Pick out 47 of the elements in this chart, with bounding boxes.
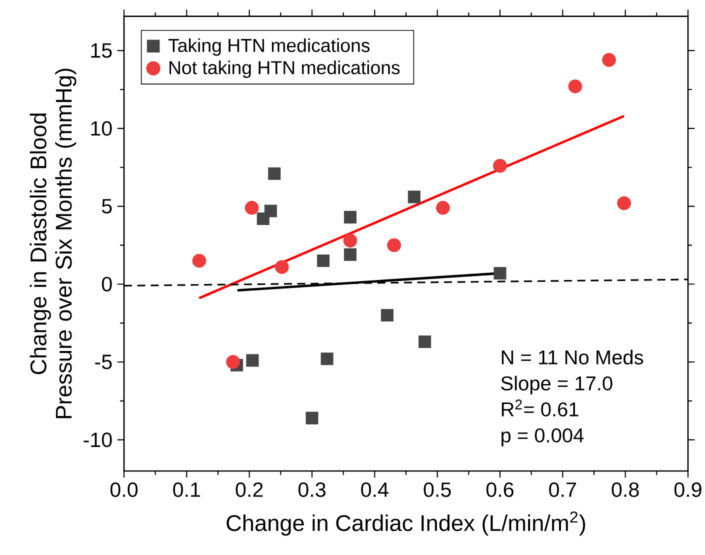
point	[343, 234, 358, 248]
point	[268, 167, 281, 180]
point	[568, 79, 582, 94]
y-axis-title: Change in Diastolic Blood Pressure over Six Months (mmHg)	[30, 68, 76, 418]
point	[246, 354, 259, 367]
point	[226, 355, 240, 369]
legend-label: Not taking HTN medications	[170, 60, 400, 78]
point	[192, 254, 206, 268]
point	[320, 352, 334, 366]
point	[494, 266, 506, 280]
annotation: N = 11 No Meds	[502, 350, 644, 364]
x-tick-label: 0.3	[298, 482, 326, 498]
point	[306, 412, 318, 424]
point	[602, 52, 616, 67]
legend-label: Taking HTN medications	[168, 38, 370, 56]
point	[344, 248, 356, 261]
y-tick-label: 15	[91, 43, 112, 58]
y-tick-label: -5	[95, 354, 112, 370]
point	[344, 210, 356, 224]
point	[256, 212, 270, 226]
point	[387, 238, 402, 252]
x-tick-label: 0.0	[110, 482, 138, 498]
annotation: R$^{2}$= 0.61	[502, 400, 578, 416]
y-tick-label: -10	[84, 432, 112, 448]
x-tick-label: 0.9	[674, 482, 702, 498]
x-tick-label: 0.6	[486, 482, 514, 498]
annotation: Slope = 17.0	[501, 376, 612, 394]
point	[617, 196, 632, 210]
annotation: p = 0.004	[502, 428, 584, 446]
point	[274, 260, 289, 274]
point	[380, 309, 394, 322]
x-tick-label: 0.8	[612, 482, 639, 498]
x-tick-label: 0.2	[236, 482, 263, 498]
y-tick-label: 5	[102, 199, 112, 214]
x-axis-title: Change in Cardiac Index (L/min/m$^{2}$)	[226, 511, 586, 536]
point	[317, 254, 330, 268]
x-tick-label: 0.7	[549, 482, 576, 498]
x-tick-label: 0.4	[361, 482, 388, 498]
point	[418, 335, 432, 348]
x-tick-label: 0.5	[424, 482, 451, 498]
y-tick-label: 10	[91, 121, 112, 136]
x-tick-label: 0.1	[173, 482, 200, 498]
point	[436, 200, 450, 215]
point	[408, 190, 420, 204]
y-tick-label: 0	[102, 276, 112, 292]
point	[244, 200, 259, 215]
point	[493, 158, 507, 173]
